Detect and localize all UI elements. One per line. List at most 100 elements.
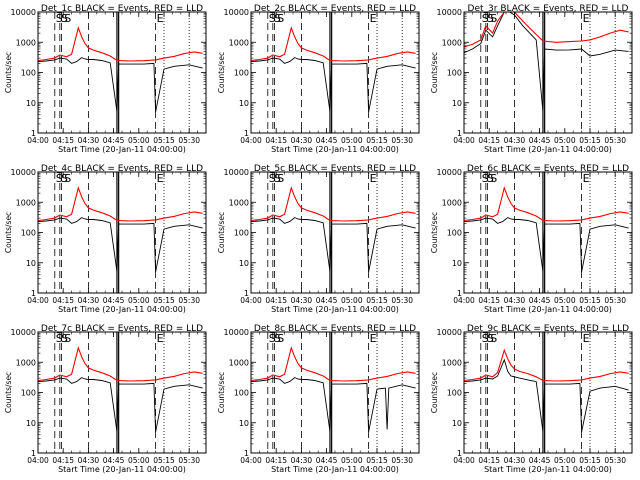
plot-title: Det_5c BLACK = Events, RED = LLD — [254, 164, 416, 174]
x-tick-label: 05:15 — [153, 136, 175, 145]
x-tick-label: 04:30 — [78, 296, 100, 305]
y-axis-label: Counts/sec — [4, 372, 13, 413]
series-lld-line — [38, 345, 203, 382]
y-axis-label: Counts/sec — [430, 212, 439, 253]
x-tick-label: 04:15 — [265, 136, 287, 145]
y-tick-label: 1000 — [442, 198, 462, 207]
y-tick-label: 100 — [234, 389, 249, 398]
x-tick-label: 05:00 — [128, 136, 150, 145]
y-tick-label: 1 — [244, 129, 249, 138]
plot-title: Det_9c BLACK = Events, RED = LLD — [467, 324, 629, 334]
plot-title: Det_1c BLACK = Events, RED = LLD — [41, 4, 203, 14]
marker-annotation: S — [56, 332, 63, 345]
y-tick-label: 100 — [234, 69, 249, 78]
series-events-line — [251, 57, 416, 112]
y-tick-label: 10 — [26, 419, 36, 428]
x-tick-label: 04:30 — [504, 296, 526, 305]
detector-panel-2: 1 10 100 1000 10000 04:00 04:15 04:30 04:45 05:00… — [217, 4, 420, 154]
y-axis-label: Counts/sec — [4, 212, 13, 253]
y-tick-label: 10000 — [11, 168, 36, 177]
y-tick-label: 10000 — [11, 328, 36, 337]
plot-title: Det_2c BLACK = Events, RED = LLD — [254, 4, 416, 14]
x-tick-label: 04:15 — [52, 296, 74, 305]
marker-annotation: S — [56, 172, 63, 185]
y-tick-label: 1000 — [229, 358, 249, 367]
y-axis-label: Counts/sec — [217, 212, 226, 253]
y-tick-label: 10 — [26, 99, 36, 108]
marker-annotation: E — [370, 332, 377, 345]
plot-frame — [250, 11, 420, 134]
marker-annotation: E — [370, 12, 377, 25]
series-events-line — [251, 377, 416, 432]
y-tick-label: 10 — [239, 419, 249, 428]
marker-annotation: E — [157, 332, 164, 345]
x-axis-label: Start Time (20-Jan-11 04:00:00) — [271, 305, 399, 314]
plot-frame — [250, 171, 420, 294]
y-tick-label: 100 — [21, 229, 36, 238]
plot-frame — [37, 171, 207, 294]
y-axis-label: Counts/sec — [4, 52, 13, 93]
x-tick-label: 04:30 — [78, 136, 100, 145]
marker-annotation: S — [61, 12, 68, 25]
y-tick-label: 1 — [244, 449, 249, 458]
y-tick-label: 1 — [31, 129, 36, 138]
marker-annotation: S — [64, 172, 71, 185]
marker-annotation: S — [274, 12, 281, 25]
plot-frame — [37, 331, 207, 454]
y-tick-label: 10000 — [224, 8, 249, 17]
detector-panel-1: 1 10 100 1000 10000 04:00 04:15 04:30 04:45 05:00… — [4, 4, 207, 154]
marker-annotation: S — [61, 332, 68, 345]
y-tick-label: 10 — [239, 259, 249, 268]
marker-annotation: S — [269, 332, 276, 345]
y-tick-label: 1000 — [16, 38, 36, 47]
y-tick-label: 100 — [447, 389, 462, 398]
y-tick-label: 1000 — [16, 358, 36, 367]
y-tick-label: 10 — [452, 99, 462, 108]
y-tick-label: 1 — [457, 129, 462, 138]
marker-annotation: S — [64, 12, 71, 25]
marker-annotation: S — [482, 172, 489, 185]
y-tick-label: 100 — [21, 69, 36, 78]
x-tick-label: 04:00 — [453, 296, 475, 305]
x-tick-label: 05:15 — [366, 456, 388, 465]
x-tick-label: 04:30 — [78, 456, 100, 465]
x-axis-label: Start Time (20-Jan-11 04:00:00) — [58, 145, 186, 154]
y-tick-label: 1000 — [229, 38, 249, 47]
x-axis-label: Start Time (20-Jan-11 04:00:00) — [484, 145, 612, 154]
detector-panel-7: 1 10 100 1000 10000 04:00 04:15 04:30 04:45 05:00… — [4, 324, 207, 474]
x-tick-label: 05:00 — [128, 456, 150, 465]
y-tick-label: 1 — [31, 449, 36, 458]
x-tick-label: 04:00 — [27, 136, 49, 145]
series-lld-line — [251, 345, 416, 382]
marker-annotation: S — [61, 172, 68, 185]
series-events-line — [38, 217, 203, 272]
marker-annotation: S — [277, 172, 284, 185]
x-axis-label: Start Time (20-Jan-11 04:00:00) — [58, 305, 186, 314]
x-tick-label: 05:15 — [366, 136, 388, 145]
x-axis-label: Start Time (20-Jan-11 04:00:00) — [58, 465, 186, 474]
y-tick-label: 100 — [447, 69, 462, 78]
x-axis-label: Start Time (20-Jan-11 04:00:00) — [484, 465, 612, 474]
x-tick-label: 04:00 — [240, 296, 262, 305]
x-tick-label: 04:15 — [52, 456, 74, 465]
detector-panel-8: 1 10 100 1000 10000 04:00 04:15 04:30 04:45 05:00… — [217, 324, 420, 474]
y-tick-label: 1 — [31, 289, 36, 298]
marker-annotation: S — [277, 12, 284, 25]
x-tick-label: 04:15 — [265, 296, 287, 305]
plot-title: Det_8c BLACK = Events, RED = LLD — [254, 324, 416, 334]
x-tick-label: 05:30 — [391, 296, 413, 305]
y-tick-label: 10000 — [224, 168, 249, 177]
series-lld-line — [38, 185, 203, 222]
plot-frame — [250, 331, 420, 454]
y-tick-label: 100 — [234, 229, 249, 238]
x-tick-label: 04:15 — [478, 136, 500, 145]
plot-title: Det_7c BLACK = Events, RED = LLD — [41, 324, 203, 334]
x-tick-label: 04:45 — [316, 456, 338, 465]
x-tick-label: 04:30 — [504, 456, 526, 465]
marker-annotation: E — [157, 172, 164, 185]
x-tick-label: 04:45 — [103, 296, 125, 305]
x-tick-label: 04:45 — [103, 136, 125, 145]
x-tick-label: 05:15 — [579, 296, 601, 305]
x-tick-label: 04:30 — [291, 296, 313, 305]
